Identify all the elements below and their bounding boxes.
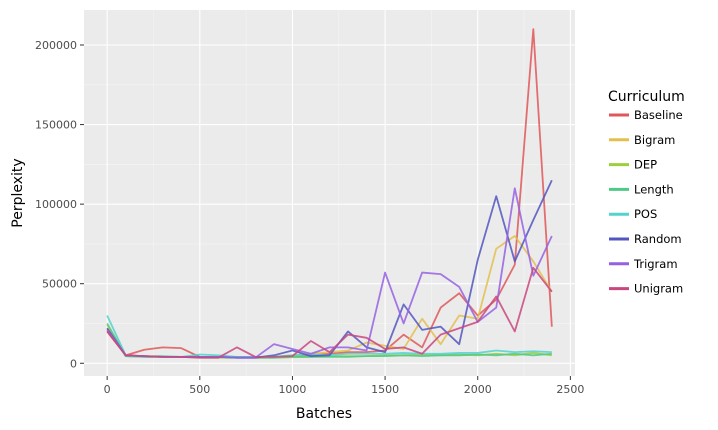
- legend-label-random: Random: [634, 232, 682, 246]
- legend-title: Curriculum: [608, 89, 685, 105]
- y-axis: 0 50000 100000 150000 200000: [35, 39, 84, 370]
- x-tick-label: 1000: [278, 383, 306, 396]
- x-tick-label: 2500: [556, 383, 584, 396]
- legend-label-bigram: Bigram: [634, 133, 675, 147]
- y-tick-label: 150000: [35, 119, 77, 132]
- y-tick-label: 0: [70, 357, 77, 370]
- legend: Curriculum Baseline Bigram DEP Length POS Ran…: [608, 89, 685, 296]
- y-tick-label: 200000: [35, 39, 77, 52]
- x-tick-label: 0: [104, 383, 111, 396]
- legend-label-unigram: Unigram: [634, 282, 683, 296]
- y-tick-label: 100000: [35, 198, 77, 211]
- plot-panel: [84, 10, 575, 376]
- series-line-unigram: [106, 266, 553, 359]
- legend-label-baseline: Baseline: [634, 108, 683, 122]
- x-axis: 0 500 1000 1500 2000 2500: [104, 376, 584, 396]
- x-axis-title: Batches: [296, 406, 352, 422]
- x-tick-label: 2000: [464, 383, 492, 396]
- y-axis-title: Perplexity: [10, 158, 26, 227]
- legend-label-trigram: Trigram: [633, 257, 678, 271]
- series-layer: [106, 28, 553, 359]
- x-tick-label: 1500: [371, 383, 399, 396]
- legend-items: Baseline Bigram DEP Length POS Random Trigram U…: [609, 108, 683, 296]
- x-tick-label: 500: [189, 383, 210, 396]
- legend-label-length: Length: [634, 182, 674, 196]
- y-tick-label: 50000: [42, 278, 77, 291]
- legend-label-pos: POS: [634, 207, 657, 221]
- legend-label-dep: DEP: [634, 158, 657, 172]
